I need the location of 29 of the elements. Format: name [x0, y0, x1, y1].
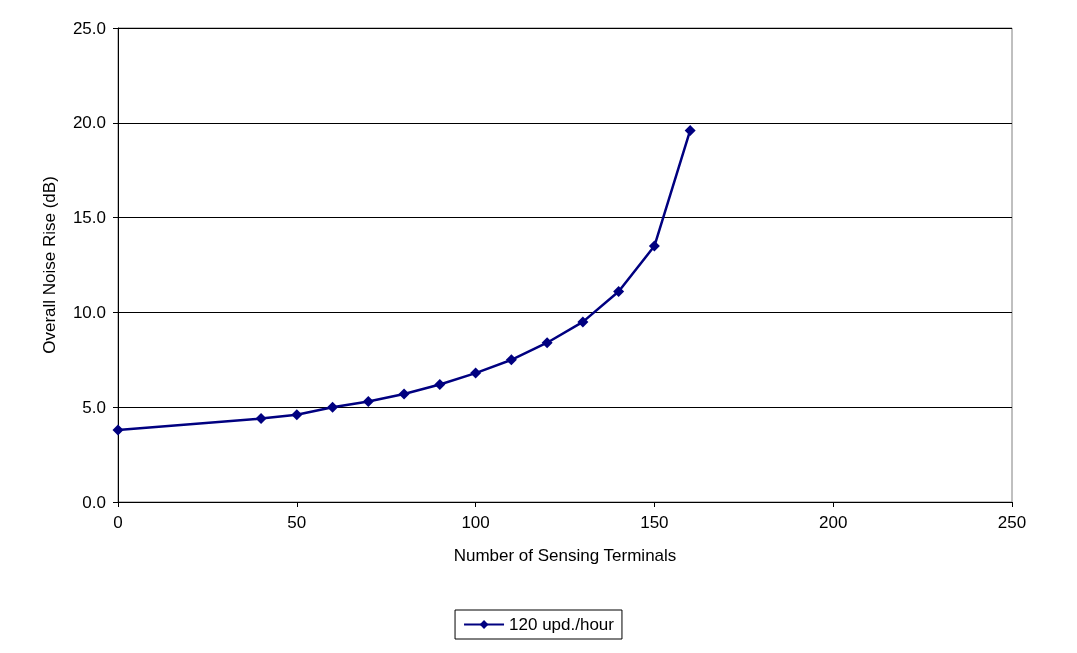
y-tick-label: 15.0 — [72, 208, 106, 228]
x-tick-label: 100 — [461, 513, 490, 532]
point — [505, 354, 517, 366]
x-axis-title: Number of Sensing Terminals — [453, 546, 677, 565]
point — [255, 413, 267, 425]
point — [613, 286, 625, 298]
legend-label: 120 upd./hour — [509, 615, 615, 634]
y-tick-label: 10.0 — [72, 302, 106, 322]
point — [291, 409, 303, 421]
point — [362, 396, 374, 408]
x-tick-label: 50 — [287, 513, 307, 532]
point — [541, 337, 553, 349]
y-tick-label: 0.0 — [82, 492, 106, 512]
x-tick-label: 150 — [640, 513, 669, 532]
point — [470, 367, 482, 379]
point — [648, 240, 660, 252]
y-tick-label: 5.0 — [82, 397, 106, 417]
x-tick-label: 200 — [819, 513, 848, 532]
x-tick-label: 0 — [113, 513, 123, 532]
x-tick-label: 250 — [997, 513, 1027, 532]
point — [398, 388, 410, 400]
y-tick-label: 25.0 — [72, 18, 106, 38]
y-axis-title: Overall Noise Rise (dB) — [40, 176, 59, 354]
point — [434, 378, 446, 390]
point — [112, 424, 124, 436]
point — [327, 401, 339, 413]
point — [684, 124, 696, 136]
point — [577, 316, 589, 328]
y-tick-label: 20.0 — [72, 113, 106, 133]
